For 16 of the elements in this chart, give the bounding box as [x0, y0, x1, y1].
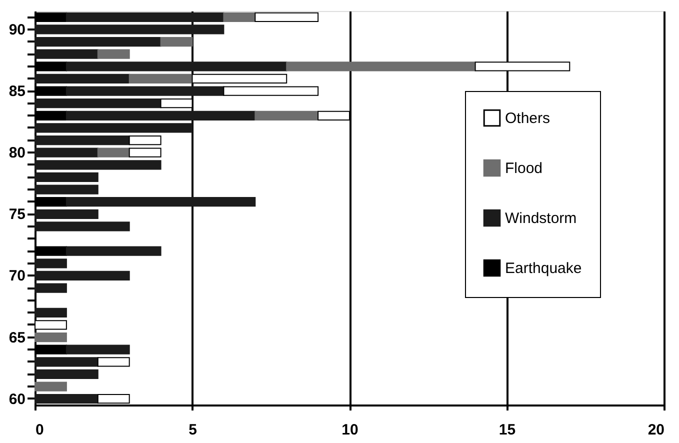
x-tick-label: 0 — [36, 422, 44, 438]
legend-label: Others — [505, 110, 550, 127]
y-tick-label: 80 — [8, 144, 26, 162]
x-tick-label: 15 — [498, 422, 516, 438]
y-tick-label: 60 — [8, 390, 26, 408]
x-tick-label: 20 — [648, 422, 664, 438]
y-tick-label: 85 — [8, 83, 26, 100]
legend-label: Flood — [505, 160, 543, 177]
legend-label: Windstorm — [505, 210, 577, 227]
y-tick-label: 75 — [8, 206, 26, 224]
y-tick-label: 65 — [8, 329, 26, 346]
y-tick-label: 90 — [8, 21, 26, 38]
x-tick-label: 10 — [342, 422, 358, 438]
legend-label: Earthquake — [505, 260, 582, 277]
x-tick-label: 5 — [188, 422, 197, 438]
y-tick-label: 70 — [8, 268, 26, 285]
